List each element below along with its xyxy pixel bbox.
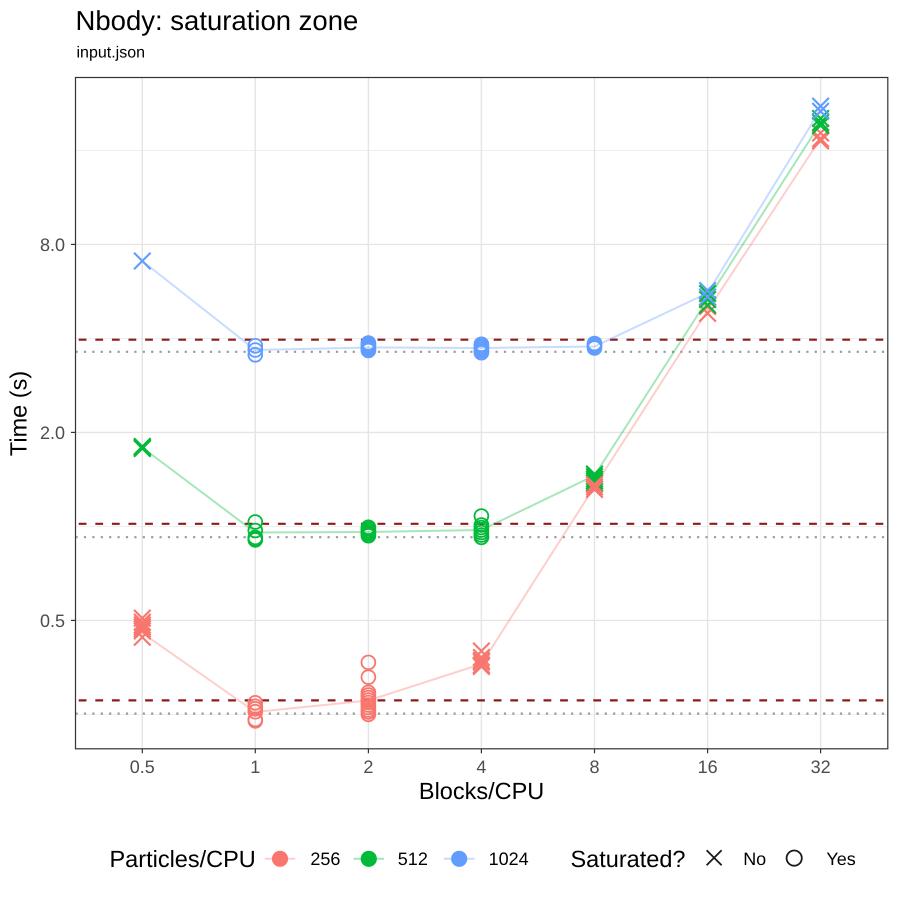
svg-text:Nbody: saturation zone: Nbody: saturation zone [76,5,359,36]
svg-text:8.0: 8.0 [40,235,65,255]
svg-text:0.5: 0.5 [40,611,65,631]
svg-text:8: 8 [589,757,599,777]
svg-text:1024: 1024 [489,849,529,869]
svg-text:Particles/CPU: Particles/CPU [110,846,256,872]
svg-text:32: 32 [811,757,831,777]
svg-text:Time (s): Time (s) [6,371,32,456]
svg-text:2.0: 2.0 [40,423,65,443]
svg-text:input.json: input.json [77,45,146,62]
svg-text:Yes: Yes [826,849,855,869]
svg-text:1: 1 [250,757,260,777]
svg-text:16: 16 [698,757,718,777]
svg-text:Saturated?: Saturated? [571,846,686,872]
svg-text:256: 256 [310,849,340,869]
svg-text:512: 512 [398,849,428,869]
svg-text:0.5: 0.5 [130,757,155,777]
svg-text:No: No [743,849,766,869]
svg-text:Blocks/CPU: Blocks/CPU [419,778,544,804]
svg-text:4: 4 [476,757,486,777]
svg-text:2: 2 [363,757,373,777]
